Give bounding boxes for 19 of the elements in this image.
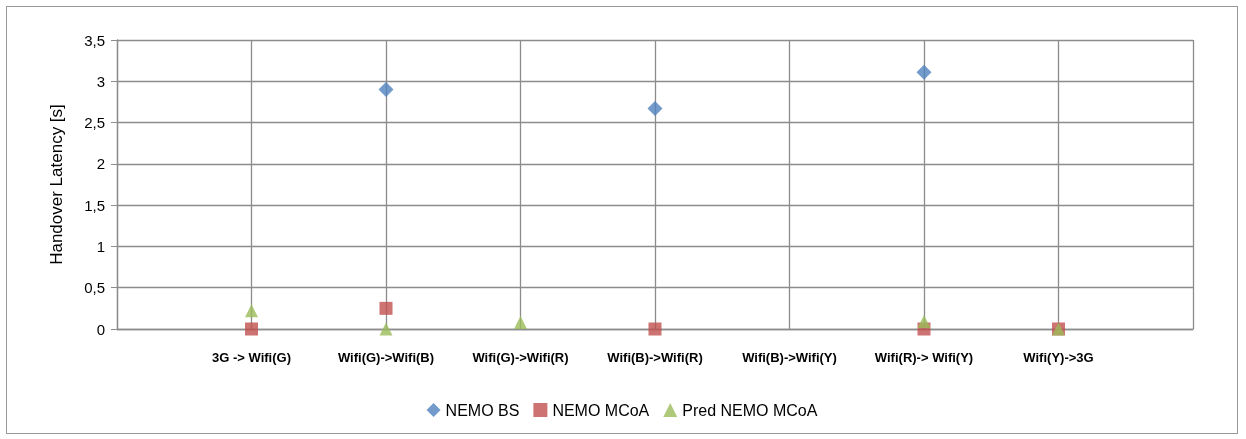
x-tick-label: Wifi(B)->Wifi(R) [607, 350, 703, 365]
y-axis-title: Handover Latency [s] [47, 104, 66, 265]
y-tick-label: 1 [96, 237, 105, 255]
y-tick-label: 3 [96, 72, 105, 90]
legend-label: NEMO MCoA [552, 401, 650, 419]
y-tick-label: 0 [96, 320, 105, 338]
y-tick-label: 2 [96, 155, 105, 173]
x-tick-label: Wifi(R)-> Wifi(Y) [874, 350, 974, 365]
x-tick-label: Wifi(B)->Wifi(Y) [742, 350, 837, 365]
x-tick-label: Wifi(Y)->3G [1023, 350, 1094, 365]
legend-label: NEMO BS [445, 401, 520, 419]
x-tick-label: Wifi(G)->Wifi(R) [472, 350, 569, 365]
x-tick-label: 3G -> Wifi(G) [212, 350, 291, 365]
y-tick-label: 1,5 [84, 196, 105, 214]
x-tick-label: Wifi(G)->Wifi(B) [337, 350, 435, 365]
y-tick-label: 0,5 [84, 279, 105, 297]
y-tick-label: 2,5 [84, 114, 105, 132]
y-tick-label: 3,5 [84, 31, 105, 49]
legend-label: Pred NEMO MCoA [682, 401, 818, 419]
